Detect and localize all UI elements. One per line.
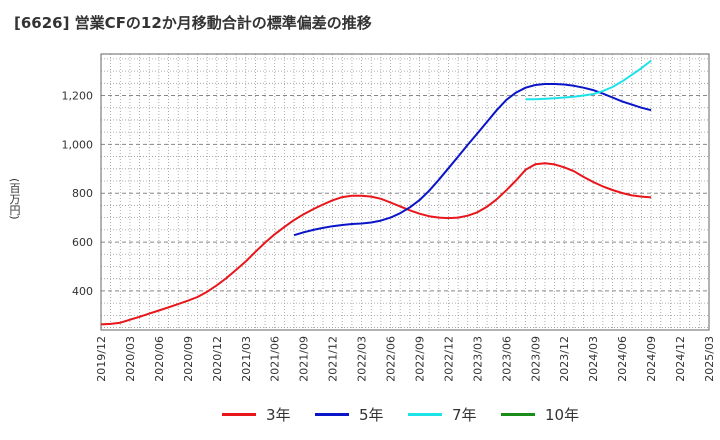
legend-label: 5年 bbox=[359, 405, 384, 424]
legend-item: 10年 bbox=[501, 402, 579, 426]
legend-swatch bbox=[315, 412, 349, 416]
legend-swatch bbox=[408, 412, 442, 416]
line-chart: 400 600 800 1,000 1,200 2019/12 2020/03 2020/06… bbox=[62, 53, 716, 382]
plot-frame bbox=[100, 53, 710, 331]
y-tick-label: 400 bbox=[72, 285, 93, 298]
x-tick-label: 2022/09 bbox=[413, 336, 426, 382]
x-tick-label: 2020/06 bbox=[153, 336, 166, 382]
x-tick-label: 2022/12 bbox=[442, 336, 455, 382]
series-line-3 bbox=[525, 59, 652, 101]
legend-item: 5年 bbox=[315, 402, 384, 426]
x-tick-label: 2023/09 bbox=[529, 336, 542, 382]
y-tick-label: 1,000 bbox=[62, 138, 94, 151]
x-tick-label: 2021/09 bbox=[298, 336, 311, 382]
x-tick-label: 2024/09 bbox=[645, 336, 658, 382]
series-line-1 bbox=[100, 162, 652, 326]
x-tick-label: 2021/06 bbox=[269, 336, 282, 382]
x-tick-label: 2023/12 bbox=[558, 336, 571, 382]
x-tick-label: 2024/03 bbox=[587, 336, 600, 382]
x-tick-label: 2020/12 bbox=[211, 336, 224, 382]
x-tick-label: 2024/12 bbox=[674, 336, 687, 382]
legend-swatch bbox=[222, 412, 256, 416]
x-tick-label: 2021/12 bbox=[327, 336, 340, 382]
legend-item: 7年 bbox=[408, 402, 477, 426]
x-tick-label: 2025/03 bbox=[703, 336, 716, 382]
x-tick-label: 2020/03 bbox=[124, 336, 137, 382]
x-tick-label: 2022/03 bbox=[356, 336, 369, 382]
y-axis-unit-label: (百万円) bbox=[8, 178, 21, 220]
x-tick-label: 2022/06 bbox=[385, 336, 398, 382]
x-tick-label: 2020/09 bbox=[182, 336, 195, 382]
chart-title: [6626] 営業CFの12か月移動合計の標準偏差の推移 bbox=[14, 14, 372, 32]
legend-item: 3年 bbox=[222, 402, 291, 426]
legend-label: 10年 bbox=[545, 405, 580, 424]
legend: 3年 5年 7年 10年 bbox=[0, 402, 720, 426]
plot-area bbox=[101, 54, 709, 330]
x-tick-label: 2023/06 bbox=[500, 336, 513, 382]
legend-label: 7年 bbox=[452, 405, 477, 424]
y-tick-label: 1,200 bbox=[62, 90, 94, 103]
x-tick-label: 2021/03 bbox=[240, 336, 253, 382]
y-tick-label: 600 bbox=[72, 236, 93, 249]
series-line-2 bbox=[293, 83, 652, 237]
x-tick-label: 2019/12 bbox=[95, 336, 108, 382]
legend-label: 3年 bbox=[266, 405, 291, 424]
legend-swatch bbox=[501, 412, 535, 416]
y-tick-label: 800 bbox=[72, 187, 93, 200]
x-tick-label: 2023/03 bbox=[471, 336, 484, 382]
x-tick-label: 2024/06 bbox=[616, 336, 629, 382]
